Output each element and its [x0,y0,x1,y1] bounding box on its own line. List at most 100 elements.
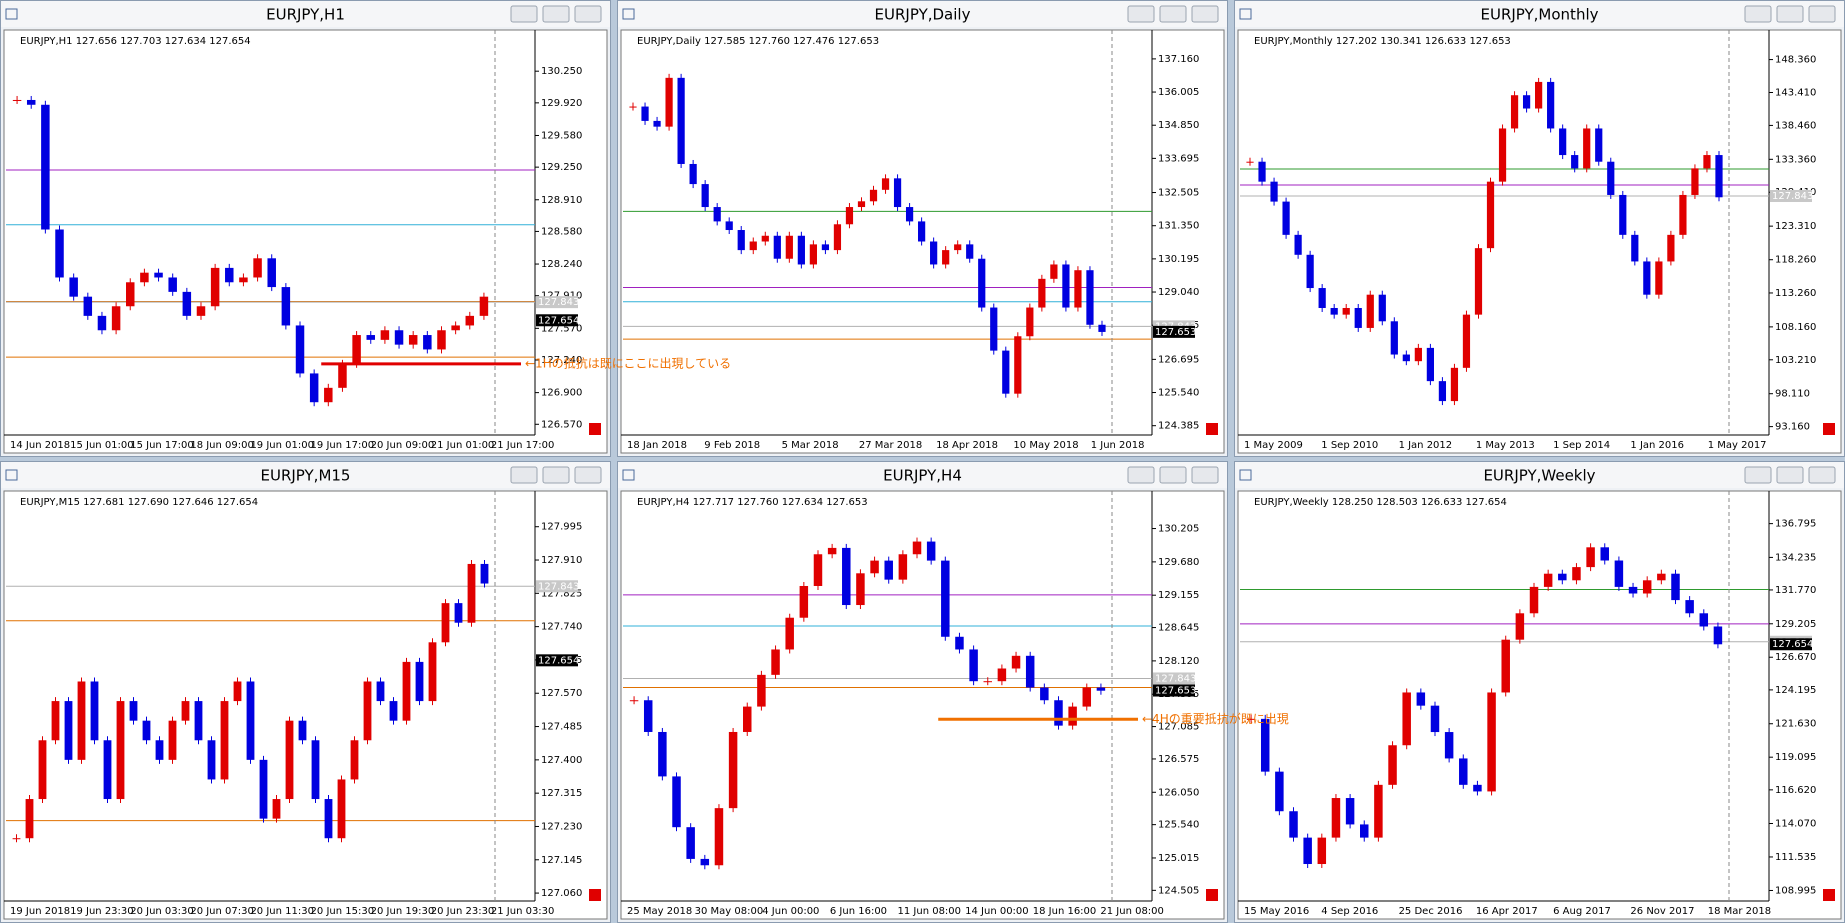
price-label: 127.654 [1772,639,1813,650]
candle-body [267,258,276,288]
candle-body [905,207,914,222]
candle-body [1559,128,1567,156]
candle-body [324,799,333,839]
candle-body [641,106,649,121]
y-tick-label: 126.050 [1158,787,1199,798]
x-tick-label: 19 Jun 23:30 [70,906,134,917]
x-tick-label: 20 Jun 11:30 [250,906,314,917]
y-tick-label: 138.460 [1775,120,1816,131]
candle-body [366,335,375,340]
candle-body [140,272,149,283]
candle-body [116,701,125,800]
price-label-box [1770,190,1812,203]
chart-corner-button[interactable] [1206,889,1218,901]
candle-body [1289,811,1298,838]
close-button[interactable] [574,466,602,484]
y-tick-label: 93.160 [1775,422,1810,433]
candle-body [821,244,830,251]
chart-info: EURJPY,M15 127.681 127.690 127.646 127.6… [20,497,258,508]
minimize-button[interactable] [1127,466,1155,484]
x-tick-label: 5 Mar 2018 [782,440,839,451]
candle-body [225,267,234,283]
candle-body [309,373,319,403]
price-label-box [536,654,578,667]
minimize-button[interactable] [510,466,538,484]
y-tick-label: 127.570 [541,323,582,334]
y-tick-label: 133.360 [1775,154,1816,165]
maximize-button[interactable] [542,466,570,484]
minimize-button[interactable] [1127,5,1155,23]
maximize-button[interactable] [1159,5,1187,23]
minimize-button[interactable] [1744,466,1772,484]
candle-body [1498,128,1507,182]
candle-body [1317,837,1327,865]
candle-body [295,325,305,374]
maximize-button[interactable] [1776,5,1804,23]
y-tick-label: 127.060 [541,888,582,899]
candle-body [1558,573,1567,581]
candle-body [454,603,463,623]
candle-body [77,681,86,760]
chart-window: EURJPY,Weekly EURJPY,Weekly 128.250 128.5… [1234,461,1845,923]
chart-corner-button[interactable] [589,423,601,435]
x-tick-label: 6 Aug 2017 [1553,906,1611,917]
maximize-button[interactable] [1776,466,1804,484]
candle-body [41,104,50,230]
maximize-button[interactable] [1159,466,1187,484]
title-bar [1,1,610,27]
y-tick-label: 127.825 [541,588,582,599]
candle-body [246,681,255,760]
close-button[interactable] [1808,5,1836,23]
y-tick-label: 130.195 [1158,254,1199,265]
chart-info: EURJPY,Monthly 127.202 130.341 126.633 1… [1254,36,1511,47]
candle-body [12,838,21,840]
candle-body [239,277,248,283]
candle-body [1713,626,1723,645]
candle-body [701,184,709,208]
candle-body [842,547,851,606]
candle-body [1366,294,1374,328]
candle-body [1642,580,1652,594]
y-tick-label: 136.795 [1775,519,1816,530]
minimize-button[interactable] [510,5,538,23]
close-button[interactable] [1808,466,1836,484]
candle-body [978,258,986,308]
candle-body [352,335,361,364]
chart-corner-button[interactable] [1823,423,1835,435]
x-tick-label: 15 Jun 01:00 [70,440,134,451]
candle-body [1416,692,1426,706]
close-button[interactable] [1191,5,1219,23]
candle-body [69,277,78,297]
candle-body [168,720,177,760]
y-tick-label: 125.540 [1158,820,1199,831]
y-tick-label: 125.015 [1158,853,1199,864]
candle-body [1679,194,1687,235]
candle-body [856,573,865,606]
close-button[interactable] [1191,466,1219,484]
y-tick-label: 126.900 [541,388,582,399]
window-icon [1239,8,1252,20]
chart-corner-button[interactable] [1823,889,1835,901]
candle-body [1459,758,1468,785]
chart-corner-button[interactable] [1206,423,1218,435]
y-tick-label: 127.145 [541,855,582,866]
y-tick-label: 116.620 [1775,785,1816,796]
candle-body [1462,314,1471,368]
candle-body [926,541,936,561]
chart-area [620,490,1225,920]
candle-body [689,163,697,185]
candle-body [930,241,938,265]
x-tick-label: 1 Jun 2018 [1091,440,1145,451]
chart-corner-button[interactable] [589,889,601,901]
x-tick-label: 21 Jun 01:00 [431,440,495,451]
candle-body [1011,655,1021,669]
candle-body [912,541,922,555]
maximize-button[interactable] [542,5,570,23]
close-button[interactable] [574,5,602,23]
candle-body [1487,692,1496,792]
window-icon [5,469,18,481]
candle-body [220,701,229,780]
minimize-button[interactable] [1744,5,1772,23]
candle-body [1522,95,1531,109]
window-icon [1239,469,1252,481]
